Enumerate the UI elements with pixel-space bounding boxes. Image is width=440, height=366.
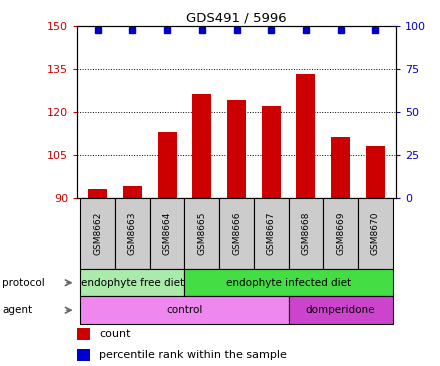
Text: GSM8666: GSM8666 xyxy=(232,212,241,255)
Text: GSM8668: GSM8668 xyxy=(301,212,310,255)
Bar xyxy=(158,132,177,198)
Bar xyxy=(77,328,90,340)
Text: percentile rank within the sample: percentile rank within the sample xyxy=(99,350,287,360)
Text: GSM8663: GSM8663 xyxy=(128,212,137,255)
Bar xyxy=(115,198,150,269)
Bar xyxy=(88,189,107,198)
Bar xyxy=(150,198,184,269)
Text: agent: agent xyxy=(2,305,32,315)
Bar xyxy=(262,106,281,198)
Bar xyxy=(289,198,323,269)
Bar xyxy=(77,349,90,361)
Bar xyxy=(184,198,219,269)
Bar xyxy=(81,296,289,324)
Bar xyxy=(192,94,211,198)
Bar xyxy=(184,269,392,296)
Bar xyxy=(323,198,358,269)
Bar xyxy=(358,198,392,269)
Text: GSM8667: GSM8667 xyxy=(267,212,276,255)
Bar xyxy=(81,198,115,269)
Text: GSM8670: GSM8670 xyxy=(370,212,380,255)
Bar xyxy=(366,146,385,198)
Bar xyxy=(227,100,246,198)
Bar xyxy=(81,269,184,296)
Title: GDS491 / 5996: GDS491 / 5996 xyxy=(186,11,287,25)
Bar xyxy=(123,186,142,198)
Text: count: count xyxy=(99,329,131,339)
Text: GSM8664: GSM8664 xyxy=(163,212,172,255)
Bar xyxy=(254,198,289,269)
Text: GSM8669: GSM8669 xyxy=(336,212,345,255)
Bar xyxy=(296,74,315,198)
Text: endophyte free diet: endophyte free diet xyxy=(81,278,184,288)
Text: GSM8665: GSM8665 xyxy=(197,212,206,255)
Text: domperidone: domperidone xyxy=(306,305,375,315)
Bar xyxy=(219,198,254,269)
Bar xyxy=(331,137,350,198)
Bar xyxy=(289,296,392,324)
Text: control: control xyxy=(166,305,203,315)
Text: protocol: protocol xyxy=(2,278,45,288)
Text: endophyte infected diet: endophyte infected diet xyxy=(226,278,351,288)
Text: GSM8662: GSM8662 xyxy=(93,212,103,255)
